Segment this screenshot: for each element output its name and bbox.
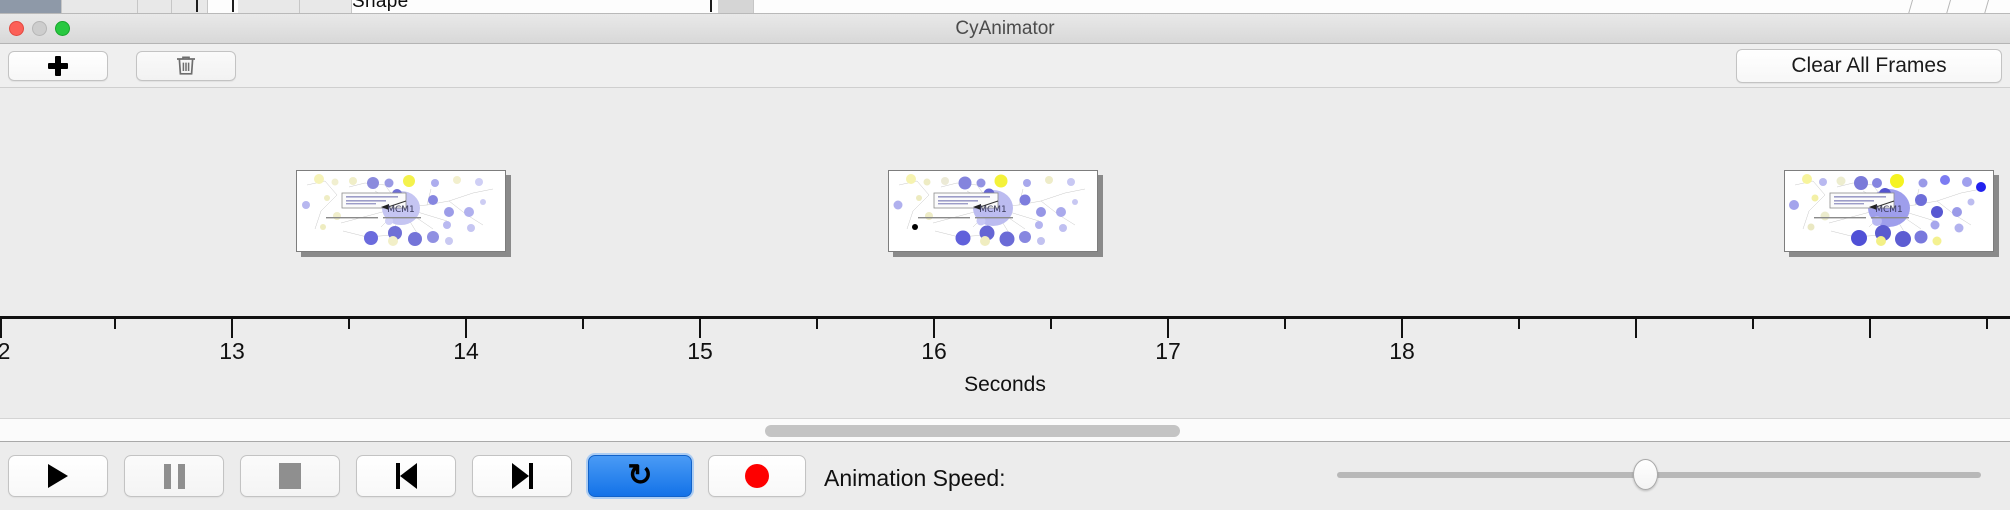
playback-control-bar: ↻ Animation Speed: [0, 443, 2010, 510]
svg-text:MCM1: MCM1 [1875, 205, 1903, 215]
svg-text:MCM1: MCM1 [387, 205, 415, 215]
svg-text:MCM1: MCM1 [979, 205, 1007, 215]
close-button[interactable] [9, 21, 24, 36]
pause-icon [163, 463, 185, 489]
axis-tick-major [231, 319, 233, 338]
add-frame-button[interactable] [8, 51, 108, 81]
play-button[interactable] [8, 455, 108, 497]
axis-tick-minor [1518, 319, 1520, 329]
record-icon [745, 464, 769, 488]
axis-tick-major [1869, 319, 1871, 338]
loop-icon: ↻ [627, 459, 653, 492]
axis-tick-major [0, 319, 2, 338]
background-window-strip: Shape [0, 0, 2010, 14]
axis-tick-label: 2 [0, 338, 11, 364]
timeline-panel[interactable]: MCM1 [0, 88, 2010, 418]
frame-thumbnail[interactable]: MCM1 [888, 170, 1098, 252]
background-window-text: Shape [352, 0, 409, 12]
axis-tick-label: 14 [453, 338, 479, 364]
clear-all-frames-button[interactable]: Clear All Frames [1736, 49, 2002, 83]
previous-frame-button[interactable] [356, 455, 456, 497]
next-frame-button[interactable] [472, 455, 572, 497]
axis-tick-minor [1050, 319, 1052, 329]
timeline-scrollbar-track[interactable] [0, 418, 2010, 442]
title-bar: CyAnimator [0, 14, 2010, 44]
window-title: CyAnimator [955, 18, 1055, 39]
frame-thumbnail[interactable]: MCM1 [1784, 170, 1994, 252]
axis-tick-label: 16 [921, 338, 947, 364]
skip-next-icon [511, 463, 533, 489]
axis-tick-label: 18 [1389, 338, 1415, 364]
stop-icon [279, 463, 301, 489]
network-graph-icon: MCM1 [1789, 174, 1986, 247]
axis-tick-label: 17 [1155, 338, 1181, 364]
axis-tick-label: 13 [219, 338, 245, 364]
axis-tick-minor [1752, 319, 1754, 329]
toolbar: Clear All Frames [0, 44, 2010, 88]
animation-speed-slider[interactable] [1337, 459, 1981, 490]
axis-tick-major [699, 319, 701, 338]
delete-frame-button[interactable] [136, 51, 236, 81]
axis-tick-major [1401, 319, 1403, 338]
animation-speed-label: Animation Speed: [824, 465, 1006, 491]
zoom-button[interactable] [55, 21, 70, 36]
pause-button[interactable] [124, 455, 224, 497]
network-graph-icon: MCM1 [302, 174, 494, 246]
axis-tick-minor [816, 319, 818, 329]
trash-icon [177, 56, 195, 75]
skip-previous-icon [395, 463, 417, 489]
axis-tick-minor [114, 319, 116, 329]
loop-button[interactable]: ↻ [588, 455, 692, 497]
axis-tick-major [933, 319, 935, 338]
network-graph-icon: MCM1 [893, 174, 1086, 247]
clear-all-frames-label: Clear All Frames [1791, 54, 1947, 77]
axis-tick-major [1635, 319, 1637, 338]
timeline-frame: MCM1 [296, 170, 511, 257]
axis-tick-minor [1284, 319, 1286, 329]
timeline-scrollbar-thumb[interactable] [765, 425, 1180, 437]
axis-tick-label: 15 [687, 338, 713, 364]
record-button[interactable] [708, 455, 806, 497]
axis-title: Seconds [964, 373, 1046, 396]
axis-tick-minor [1986, 319, 1988, 329]
axis-tick-major [1167, 319, 1169, 338]
timeline-frame: MCM1 [888, 170, 1103, 257]
axis-tick-minor [348, 319, 350, 329]
frame-thumbnail[interactable]: MCM1 [296, 170, 506, 252]
animation-speed-slider-thumb[interactable] [1633, 459, 1658, 490]
plus-icon [48, 56, 68, 76]
minimize-button[interactable] [32, 21, 47, 36]
axis-tick-minor [582, 319, 584, 329]
timeline-frame: MCM1 [1784, 170, 1999, 257]
timeline-axis [0, 316, 2010, 319]
play-icon [48, 464, 68, 488]
window-controls [9, 21, 70, 36]
axis-tick-major [465, 319, 467, 338]
stop-button[interactable] [240, 455, 340, 497]
